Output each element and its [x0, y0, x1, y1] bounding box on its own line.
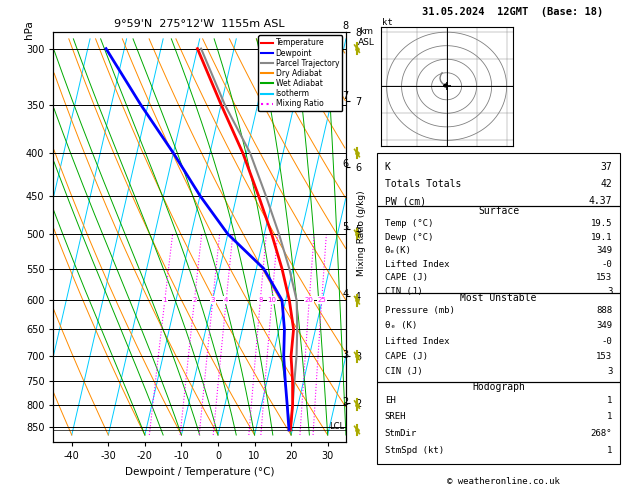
Y-axis label: hPa: hPa	[25, 20, 35, 39]
Text: 31.05.2024  12GMT  (Base: 18): 31.05.2024 12GMT (Base: 18)	[422, 7, 603, 17]
Text: K: K	[385, 162, 391, 172]
Text: -0: -0	[601, 337, 612, 346]
Text: CIN (J): CIN (J)	[385, 367, 422, 377]
Text: 7: 7	[342, 91, 348, 101]
Text: Lifted Index: Lifted Index	[385, 260, 449, 269]
Text: 19.5: 19.5	[591, 219, 612, 228]
Text: 1: 1	[607, 446, 612, 455]
Text: PW (cm): PW (cm)	[385, 196, 426, 207]
Text: 268°: 268°	[591, 429, 612, 438]
Text: 888: 888	[596, 306, 612, 315]
Text: 20: 20	[305, 297, 314, 303]
Bar	[377, 382, 620, 464]
Text: 1: 1	[607, 412, 612, 421]
Text: 2: 2	[342, 397, 348, 407]
Text: Surface: Surface	[478, 206, 519, 216]
Text: 349: 349	[596, 246, 612, 255]
Text: 153: 153	[596, 352, 612, 361]
Text: θₑ (K): θₑ (K)	[385, 321, 417, 330]
Text: 3: 3	[607, 367, 612, 377]
Text: kt: kt	[382, 17, 392, 27]
Title: 9°59'N  275°12'W  1155m ASL: 9°59'N 275°12'W 1155m ASL	[114, 19, 285, 30]
Text: Temp (°C): Temp (°C)	[385, 219, 433, 228]
Text: SREH: SREH	[385, 412, 406, 421]
Text: 4: 4	[224, 297, 228, 303]
Text: 25: 25	[318, 297, 326, 303]
Text: CIN (J): CIN (J)	[385, 287, 422, 295]
Text: 5: 5	[342, 222, 348, 232]
Bar	[377, 153, 620, 206]
Text: CAPE (J): CAPE (J)	[385, 273, 428, 282]
Text: 19.1: 19.1	[591, 233, 612, 242]
Text: 8: 8	[258, 297, 262, 303]
Text: 3: 3	[211, 297, 215, 303]
Text: StmSpd (kt): StmSpd (kt)	[385, 446, 444, 455]
Text: Most Unstable: Most Unstable	[460, 293, 537, 303]
Text: 3: 3	[342, 349, 348, 360]
Text: 42: 42	[601, 179, 612, 189]
Text: StmDir: StmDir	[385, 429, 417, 438]
Text: 6: 6	[342, 159, 348, 169]
Text: 349: 349	[596, 321, 612, 330]
Text: 3: 3	[607, 287, 612, 295]
Text: 1: 1	[162, 297, 167, 303]
Text: Mixing Ratio (g/kg): Mixing Ratio (g/kg)	[357, 191, 366, 276]
Text: 10: 10	[267, 297, 276, 303]
Text: LCL: LCL	[329, 422, 344, 432]
Bar	[377, 293, 620, 382]
Y-axis label: km
ASL: km ASL	[358, 28, 375, 47]
Bar	[377, 206, 620, 293]
Text: 2: 2	[192, 297, 197, 303]
Text: 153: 153	[596, 273, 612, 282]
Legend: Temperature, Dewpoint, Parcel Trajectory, Dry Adiabat, Wet Adiabat, Isotherm, Mi: Temperature, Dewpoint, Parcel Trajectory…	[258, 35, 342, 111]
Text: 1: 1	[607, 396, 612, 405]
Text: -0: -0	[601, 260, 612, 269]
Text: Hodograph: Hodograph	[472, 382, 525, 393]
X-axis label: Dewpoint / Temperature (°C): Dewpoint / Temperature (°C)	[125, 467, 274, 477]
Text: 37: 37	[601, 162, 612, 172]
Text: Lifted Index: Lifted Index	[385, 337, 449, 346]
Text: 8: 8	[342, 21, 348, 31]
Text: Totals Totals: Totals Totals	[385, 179, 461, 189]
Text: θₑ(K): θₑ(K)	[385, 246, 411, 255]
Text: CAPE (J): CAPE (J)	[385, 352, 428, 361]
Text: © weatheronline.co.uk: © weatheronline.co.uk	[447, 477, 560, 486]
Text: 4: 4	[342, 289, 348, 299]
Text: Dewp (°C): Dewp (°C)	[385, 233, 433, 242]
Text: Pressure (mb): Pressure (mb)	[385, 306, 455, 315]
Text: EH: EH	[385, 396, 396, 405]
Text: 4.37: 4.37	[589, 196, 612, 207]
